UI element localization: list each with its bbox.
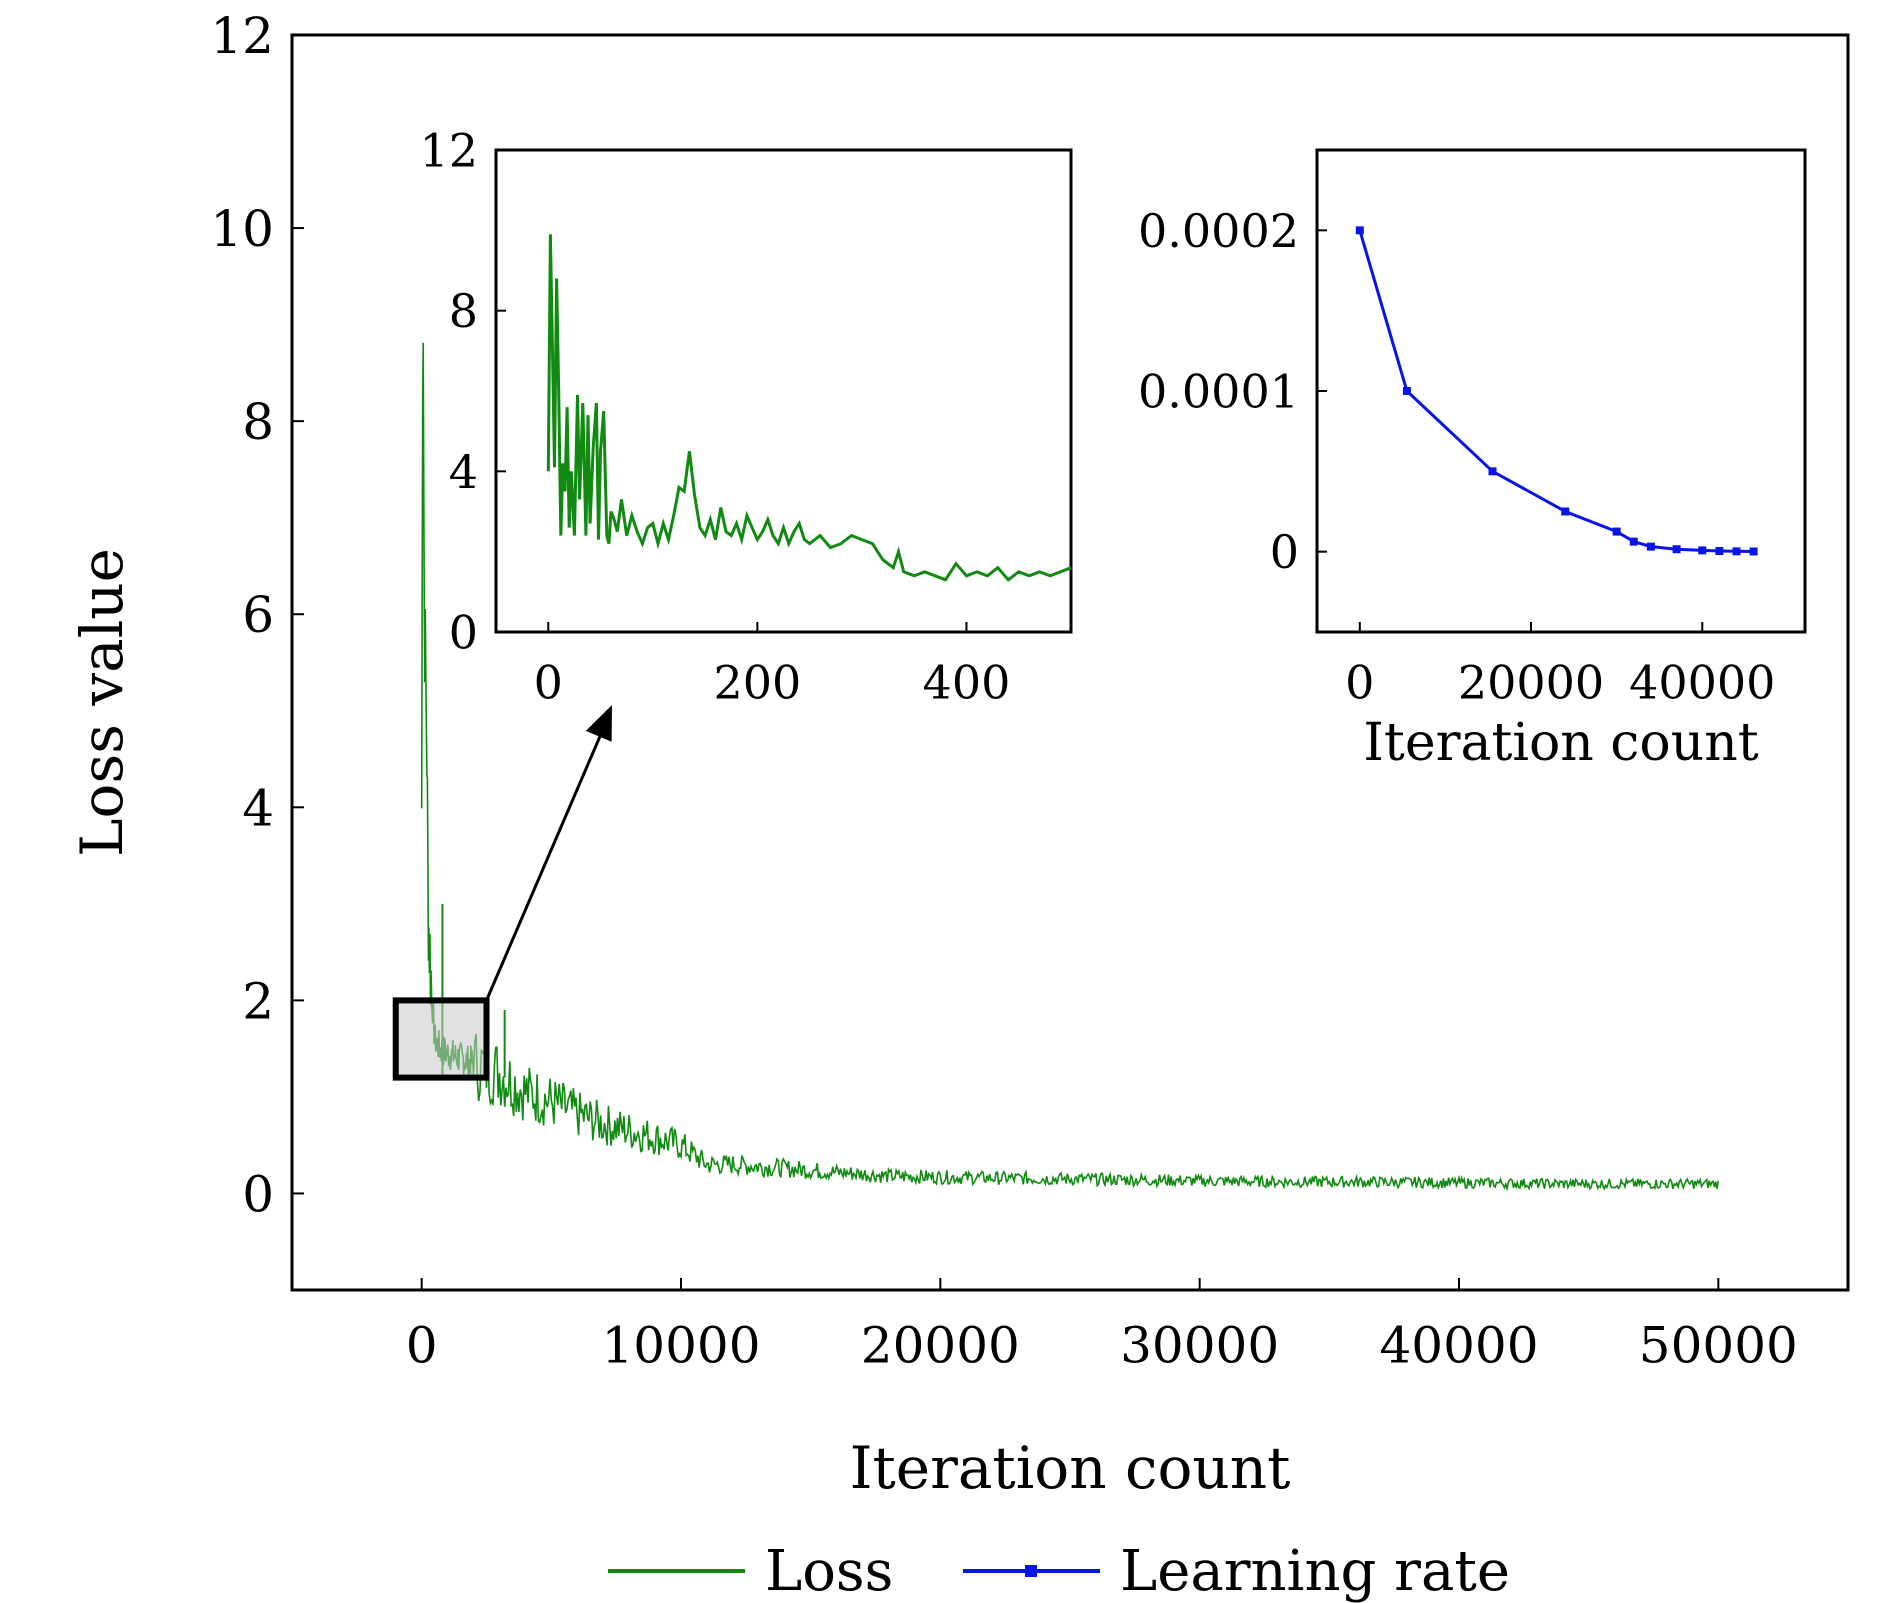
main-plot: 0 10000 20000 30000 40000 50000024681012Itera… [68,7,1850,1502]
inset-lr-marker [1672,545,1681,554]
inset-lr-marker [1561,507,1570,516]
main-frame [290,33,1850,1292]
main-xtick-label: 0 [406,1317,438,1375]
inset-lr-marker [1402,387,1411,395]
legend-lr-label: Learning rate [1120,1539,1510,1603]
main-x-axis-title: Iteration count [850,1434,1291,1502]
main-ytick-label: 10 [210,200,274,258]
main-ytick-label: 2 [242,972,274,1030]
main-xtick-label: 10000 [601,1317,760,1375]
inset-lr-plot: 0 20000 40000 0 0.0001 0.0002 Iteration count [1138,148,1807,773]
main-ytick-label: 6 [242,586,274,644]
inset-loss-frame [494,148,1073,634]
inset-lr-marker [1698,546,1707,555]
main-xtick-label: 50000 [1639,1317,1798,1375]
main-xtick-label: 30000 [1120,1317,1279,1375]
inset-lr-marker [1715,547,1724,556]
inset-lr-marker [1646,542,1655,551]
inset-lr-x-axis-title: Iteration count [1363,713,1758,773]
main-ytick-label: 8 [242,393,274,451]
zoom-box [392,997,490,1081]
zoom-arrow-head [585,705,612,742]
inset-lr-xtick-label: 20000 [1458,656,1604,710]
inset-loss-xtick-label: 400 [923,656,1011,710]
zoom-arrow-line [485,726,606,1001]
inset-lr-ytick-label: 0 [1270,525,1299,579]
inset-loss-ytick-label: 0 [449,606,478,660]
inset-lr-marker [1749,547,1758,556]
legend-loss-label: Loss [765,1539,893,1603]
legend: Loss Learning rate [608,1539,1510,1603]
main-xtick-label: 20000 [861,1317,1020,1375]
inset-loss-xtick-label: 0 [534,656,563,710]
inset-lr-ytick-label: 0.0001 [1138,365,1299,419]
main-ytick-label: 4 [242,779,274,837]
main-ytick-label: 0 [242,1165,274,1223]
legend-lr-marker [1025,1565,1037,1577]
inset-loss-ytick-label: 4 [449,445,478,499]
inset-lr-marker [1732,547,1741,556]
inset-lr-background [1317,150,1805,632]
inset-loss-background [496,150,1071,632]
inset-lr-marker [1355,226,1364,235]
loss-series-line [420,342,1720,1192]
inset-lr-xtick-label: 0 [1345,656,1374,710]
zoom-annotation [392,705,612,1081]
inset-loss-xtick-label: 200 [713,656,801,710]
inset-loss-series-line [546,234,1072,582]
inset-lr-marker [1612,527,1621,536]
main-y-axis-title: Loss value [68,548,136,857]
main-ytick-label: 12 [210,7,274,65]
inset-loss-ytick-label: 8 [449,284,478,338]
inset-lr-ytick-label: 0.0002 [1138,204,1299,258]
inset-loss-ytick-label: 12 [419,124,478,178]
main-xtick-label: 40000 [1379,1317,1538,1375]
inset-loss-plot: 0 200 400 0 4 8 12 [419,124,1073,710]
inset-lr-xtick-label: 40000 [1629,656,1775,710]
inset-lr-marker [1488,467,1497,476]
inset-lr-marker [1629,537,1638,546]
